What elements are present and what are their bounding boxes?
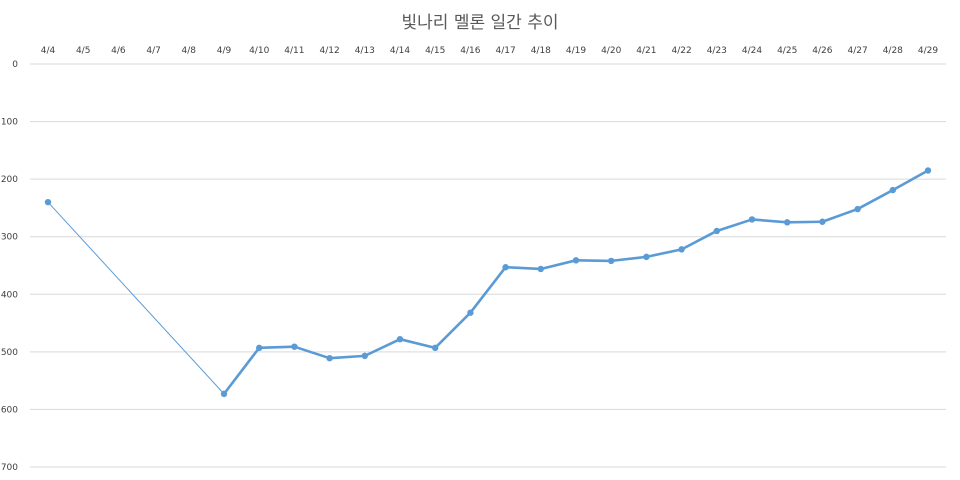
y-tick-label: 400 [1,290,18,300]
x-tick-label: 4/11 [284,46,304,56]
series-line-segment [856,188,895,211]
x-tick-label: 4/10 [249,46,269,56]
x-tick-label: 4/25 [777,46,797,56]
y-tick-label: 300 [1,233,18,243]
series-line-segment [680,229,719,251]
series-line-segment [433,311,472,350]
x-tick-label: 4/8 [182,46,197,56]
series-line-segment [469,265,507,315]
x-tick-label: 4/22 [671,46,691,56]
x-tick-label: 4/26 [812,46,832,56]
data-point [608,257,615,265]
series-line-segment [257,345,296,350]
x-tick-label: 4/20 [601,46,621,56]
x-tick-label: 4/19 [566,46,586,56]
x-tick-label: 4/5 [76,46,90,56]
data-point [889,186,896,194]
x-tick-label: 4/4 [41,46,56,56]
y-tick-label: 600 [1,405,18,415]
data-point [467,309,474,316]
series-line-segment [609,255,648,263]
series-line-segment [785,220,824,224]
series-line-segment [715,218,754,233]
data-point [713,227,720,235]
x-tick-label: 4/21 [636,46,656,56]
data-point [924,167,932,174]
data-point [256,344,263,352]
data-point [44,198,52,206]
y-tick-label: 0 [12,60,18,70]
x-tick-label: 4/7 [146,46,160,56]
chart-title: 빛나리 멜론 일간 추이 [401,13,559,33]
data-point [678,246,685,253]
series-line-segment [750,218,789,224]
y-tick-label: 700 [1,463,18,473]
series-line-segment [821,207,859,224]
y-tick-label: 100 [1,118,18,128]
series-line-segment [398,337,437,350]
data-point [502,264,509,271]
data-point [396,335,404,343]
x-tick-label: 4/14 [390,46,410,56]
series-line-segment [539,259,578,271]
series-line-segment [328,354,367,360]
x-tick-label: 4/12 [319,46,339,56]
data-point [643,253,650,261]
data-point [854,205,861,213]
data-point [784,219,791,226]
data-point [432,344,439,352]
series-line-segment [891,169,930,192]
series-line-segment [645,248,683,259]
x-tick-label: 4/29 [918,46,938,56]
series-line-segment [504,265,543,271]
x-tick-label: 4/23 [707,46,727,56]
y-tick-label: 500 [1,348,18,358]
x-tick-label: 4/18 [531,46,551,56]
data-point [537,265,544,273]
data-point [361,352,368,360]
x-tick-label: 4/15 [425,46,445,56]
series-line-segment [293,345,331,360]
data-point [819,218,826,225]
x-tick-label: 4/9 [217,46,232,56]
x-tick-label: 4/13 [355,46,375,56]
x-tick-label: 4/17 [495,46,515,56]
x-tick-label: 4/27 [847,46,867,56]
x-tick-label: 4/16 [460,46,480,56]
series-line-segment [363,337,402,358]
series-line-segment [47,201,225,395]
x-tick-label: 4/24 [742,46,762,56]
x-tick-label: 4/6 [111,46,126,56]
data-point [326,354,333,362]
y-tick-label: 200 [1,175,18,185]
data-point [748,216,756,223]
series-line-segment [574,259,613,263]
x-tick-label: 4/28 [883,46,903,56]
data-point [291,343,298,350]
data-point [220,390,228,398]
data-point [572,257,580,264]
series-line-segment [222,346,261,396]
